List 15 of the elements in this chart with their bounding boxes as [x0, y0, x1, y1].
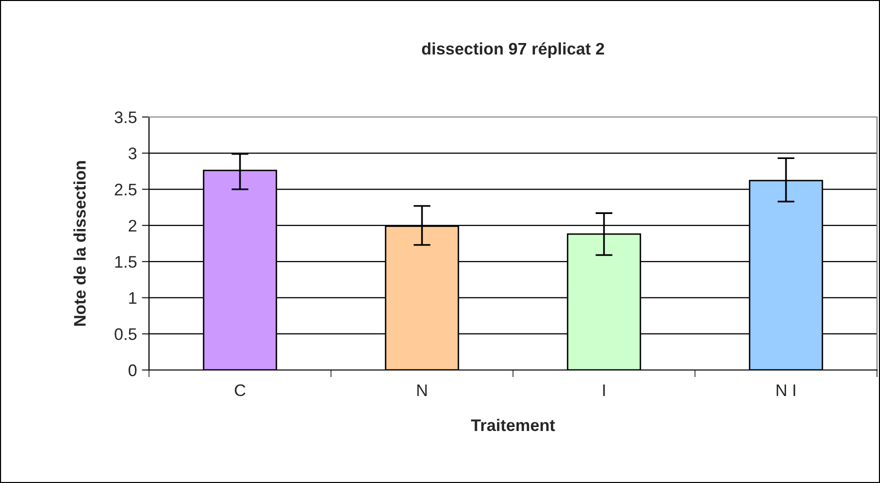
y-tick-label: 3.5	[114, 111, 136, 124]
x-tick-label: N I	[776, 384, 796, 396]
y-tick-label: 1	[129, 292, 136, 304]
y-tick-label: 0	[128, 364, 137, 376]
y-tick-label: 0.5	[114, 328, 136, 340]
y-tick-label: 2.5	[114, 184, 136, 196]
y-tick-label: 3	[128, 148, 136, 160]
y-tick-label: 1.5	[115, 256, 136, 268]
x-tick-label: N	[417, 384, 427, 396]
x-tick-label: C	[234, 384, 246, 396]
chart-title: dissection 97 réplicat 2	[422, 42, 604, 58]
y-tick-label: 2	[128, 220, 136, 232]
y-axis-title: Note de la dissection	[73, 161, 86, 326]
x-tick-label: I	[603, 384, 605, 396]
x-axis-title: Traitement	[471, 418, 555, 432]
